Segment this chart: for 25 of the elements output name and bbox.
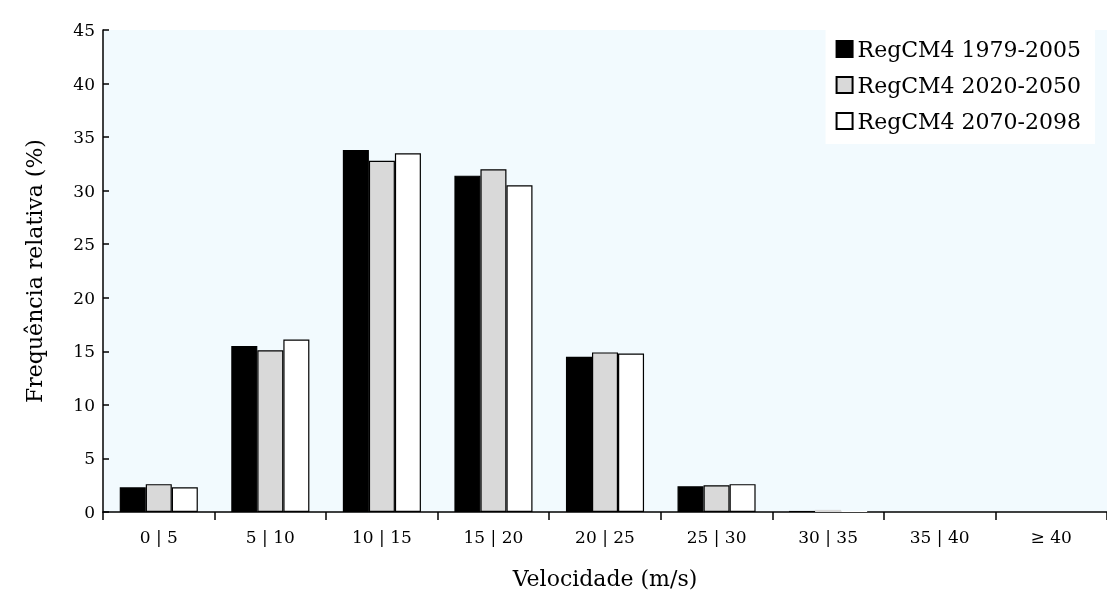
x-tick-label: 5 | 10: [245, 526, 295, 547]
y-tick-label: 20: [73, 287, 95, 308]
y-axis-title: Frequência relativa (%): [21, 139, 47, 403]
y-tick-label: 5: [84, 448, 95, 469]
y-tick-label: 10: [73, 394, 95, 415]
x-axis-title: Velocidade (m/s): [511, 565, 698, 591]
legend-label: RegCM4 2020-2050: [857, 72, 1082, 98]
bar: [815, 509, 842, 512]
x-tick-label: 25 | 30: [686, 526, 747, 547]
x-tick-label: ≥ 40: [1030, 526, 1072, 547]
x-tick-label: 20 | 25: [575, 526, 635, 547]
x-tick-label: 0 | 5: [139, 526, 178, 547]
x-tick-label: 15 | 20: [463, 526, 524, 547]
legend-label: RegCM4 1979-2005: [857, 36, 1082, 62]
y-tick-label: 15: [73, 341, 95, 362]
y-tick-label: 45: [73, 20, 95, 40]
y-tick-label: 0: [84, 502, 95, 522]
y-tick-label: 35: [73, 127, 95, 148]
legend-label: RegCM4 2070-2098: [857, 108, 1082, 134]
y-tick-label: 40: [73, 73, 95, 94]
x-tick-label: 10 | 15: [351, 526, 412, 547]
y-tick-label: 25: [73, 234, 95, 255]
y-tick-label: 30: [73, 180, 95, 201]
x-tick-label: 30 | 35: [798, 526, 859, 547]
x-tick-label: 35 | 40: [909, 526, 970, 547]
